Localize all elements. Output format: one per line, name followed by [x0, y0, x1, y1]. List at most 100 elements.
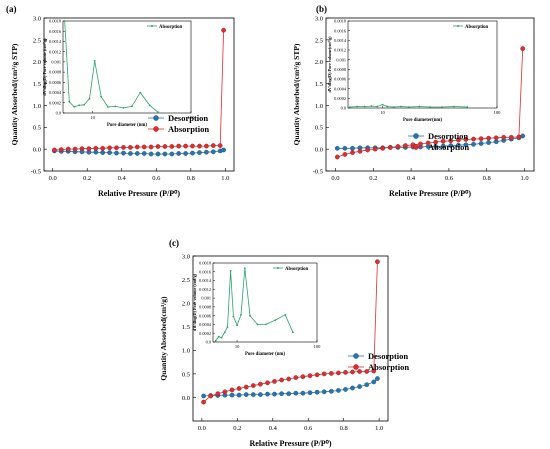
- y-tick-label: 0.5: [315, 125, 323, 132]
- inset-x-tick-label: 10: [90, 115, 95, 120]
- data-point-absorption: [334, 154, 340, 160]
- x-tick-label: 0.2: [233, 425, 241, 432]
- inset-y-tick-label: 0.0016: [199, 269, 212, 274]
- x-axis-label: Relative Pressure (P/P⁰): [250, 439, 332, 448]
- inset-data-point: [130, 105, 133, 108]
- inset-x-tick-label: 100: [188, 115, 196, 120]
- data-point-desorption: [371, 379, 377, 385]
- inset-y-axis-label: dV/dlog(D) Pore volume (cm³/g): [42, 38, 47, 96]
- inset-y-tick-label: 0.0: [206, 340, 211, 345]
- panel-label: (a): [6, 4, 17, 14]
- inset-data-point: [220, 336, 223, 339]
- data-point-absorption: [375, 259, 380, 265]
- data-point-absorption: [215, 391, 221, 397]
- inset-data-point: [356, 105, 358, 108]
- inset-data-point: [83, 103, 85, 106]
- inset-y-tick-label: 0.0002: [49, 100, 61, 105]
- plot-frame: [192, 255, 389, 422]
- y-tick-label: 1.5: [315, 81, 323, 88]
- inset-data-point: [93, 60, 96, 62]
- data-point-absorption: [314, 372, 320, 378]
- data-point-absorption: [128, 145, 133, 150]
- data-point-absorption: [229, 387, 235, 393]
- data-point-absorption: [387, 145, 393, 150]
- data-point-absorption: [425, 140, 431, 146]
- inset-legend-label: Absorption: [285, 267, 309, 272]
- data-point-absorption: [357, 369, 362, 374]
- data-point-absorption: [190, 143, 195, 149]
- y-tick-label: 0.0: [33, 147, 41, 154]
- inset-y-tick-label: 0.0012: [334, 48, 346, 53]
- inset-data-point: [386, 105, 389, 108]
- inset-legend-label: Absorption: [465, 25, 489, 30]
- y-tick-label: 1.0: [182, 348, 190, 355]
- y-tick-label: 3.0: [182, 253, 190, 260]
- inset-data-point: [68, 100, 71, 103]
- inset-x-tick-label: 100: [494, 110, 502, 115]
- data-point-desorption: [463, 142, 469, 148]
- data-point-desorption: [197, 150, 202, 155]
- inset-y-tick-label: 0.0016: [49, 29, 62, 34]
- inset-data-point: [249, 314, 251, 317]
- data-point-absorption: [258, 381, 263, 387]
- data-point-desorption: [364, 382, 370, 388]
- data-point-absorption: [204, 143, 209, 149]
- data-point-absorption: [350, 150, 355, 155]
- data-point-desorption: [210, 149, 216, 155]
- data-point-absorption: [72, 146, 78, 152]
- y-tick-label: 2.5: [182, 277, 190, 284]
- inset-y-tick-label: 0.0: [341, 106, 346, 111]
- x-tick-label: 0.8: [187, 175, 195, 182]
- data-point-desorption: [357, 384, 362, 389]
- data-point-absorption: [342, 152, 348, 157]
- data-point-absorption: [134, 144, 140, 150]
- data-point-absorption: [448, 138, 454, 144]
- data-point-desorption: [448, 143, 454, 148]
- data-point-desorption: [141, 151, 147, 156]
- data-point-absorption: [93, 145, 99, 151]
- data-point-absorption: [217, 143, 223, 148]
- data-point-absorption: [371, 368, 377, 374]
- data-point-absorption: [395, 144, 401, 149]
- y-axis-label: Quantity Absorbed/(cm³/g STP): [10, 43, 19, 145]
- data-point-desorption: [478, 141, 484, 146]
- inset-y-tick-label: 0.0006: [334, 77, 347, 82]
- x-tick-label: 0.4: [118, 175, 127, 182]
- data-point-absorption: [365, 147, 370, 153]
- inset-y-tick-label: 0.0008: [199, 304, 211, 309]
- inset-data-point: [274, 319, 277, 321]
- x-tick-label: 0.6: [152, 175, 161, 182]
- data-point-absorption: [293, 375, 299, 380]
- y-tick-label: 3.0: [33, 15, 41, 22]
- data-point-absorption: [286, 376, 292, 382]
- data-point-desorption: [286, 391, 292, 397]
- y-tick-label: 0.5: [33, 125, 41, 132]
- inset-y-tick-label: 0.0012: [199, 287, 211, 292]
- data-point-desorption: [375, 376, 380, 381]
- data-point-desorption: [328, 388, 334, 394]
- legend-marker: [413, 133, 419, 139]
- data-point-absorption: [65, 146, 71, 152]
- data-point-absorption: [300, 374, 306, 380]
- legend-label: Desorption: [368, 351, 408, 361]
- inset-x-axis-label: Pore diameter (nm): [245, 352, 285, 357]
- inset-y-tick-label: 0.0004: [199, 322, 212, 327]
- data-point-absorption: [478, 136, 484, 142]
- plot-frame: [325, 17, 535, 172]
- data-point-desorption: [229, 392, 235, 398]
- legend-marker: [153, 115, 159, 121]
- inset-data-point: [223, 331, 226, 334]
- data-point-absorption: [243, 384, 249, 390]
- inset-x-axis-label: Pore diameter (nm): [107, 123, 147, 128]
- data-point-desorption: [236, 392, 242, 398]
- data-point-absorption: [272, 379, 277, 384]
- legend-label: Absorption: [168, 124, 209, 134]
- y-tick-label: 2.0: [182, 301, 190, 308]
- inset-legend-marker: [277, 267, 279, 269]
- data-point-absorption: [418, 141, 423, 147]
- inset-data-point: [217, 335, 220, 338]
- inset-data-point: [466, 106, 469, 108]
- data-point-desorption: [155, 151, 161, 157]
- inset-data-point: [122, 107, 125, 109]
- y-axis-label: Quantity Absorbed(cm³/g): [159, 296, 168, 381]
